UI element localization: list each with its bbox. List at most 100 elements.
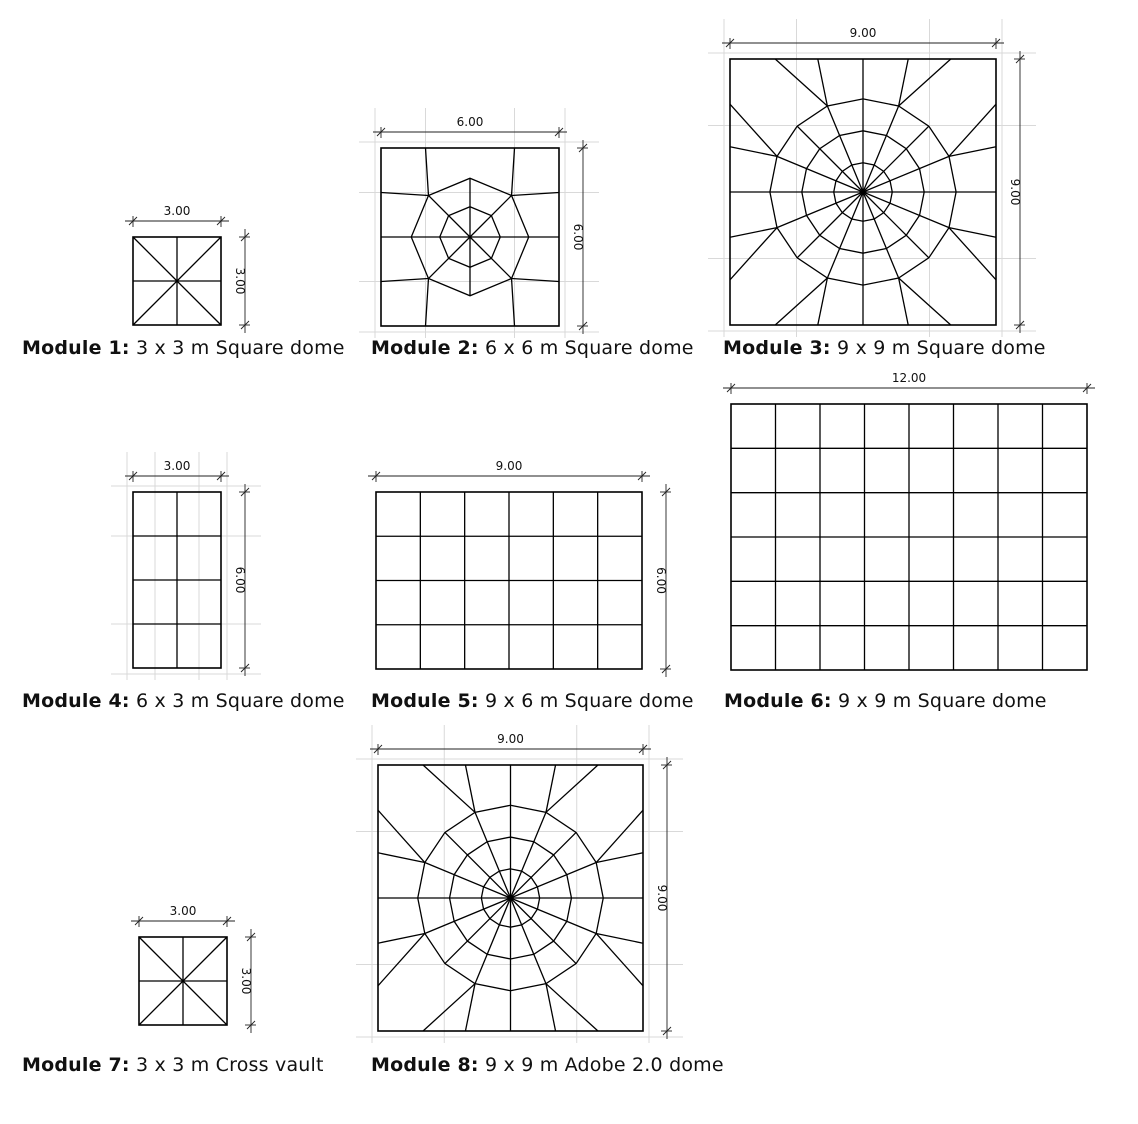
radial-rib [469,236,512,279]
module-4-caption: Module 4: 6 x 3 m Square dome [22,690,345,712]
module-3-plan: 9.00 9.00 [708,19,1036,337]
module-5-description: 9 x 6 m Square dome [484,690,694,712]
module-outline [730,403,1088,671]
height-dimension-label: 9.00 [1008,179,1022,206]
ring-polygon [801,130,925,254]
radial-rib [776,191,864,229]
module-4-description: 6 x 3 m Square dome [135,690,345,712]
radial-rib [510,897,597,935]
radial-rib [428,195,471,238]
radial-rib [510,897,577,965]
radial-rib [826,105,864,193]
module-7-plan: 3.00 3.00 [131,904,256,1033]
radial-rib [826,191,864,279]
module-1-plan: 3.00 3.00 [125,204,250,333]
module-1-label: Module 1: [22,337,130,359]
radial-rib [444,831,511,899]
module-2-description: 6 x 6 m Square dome [484,337,694,359]
outer-rib [422,983,476,1032]
outer-rib [424,278,430,327]
height-dimension-label: 3.00 [233,268,247,295]
construction-guides [356,725,683,1043]
outer-rib [817,58,829,107]
module-5-label: Module 5: [371,690,479,712]
module-3-caption: Module 3: 9 x 9 m Square dome [723,337,1046,359]
outer-rib [817,277,829,326]
module-7-label: Module 7: [22,1054,130,1076]
outer-rib [595,933,644,987]
module-2-plan: 6.00 6.00 [359,108,599,338]
outer-rib [948,146,997,158]
outer-rib [464,764,476,813]
module-outline [132,491,222,669]
module-4-plan: 3.00 6.00 [111,452,261,680]
outer-rib [545,983,557,1032]
width-dimension-label: 3.00 [170,904,197,918]
module-8-description: 9 x 9 m Adobe 2.0 dome [484,1054,724,1076]
outer-rib [377,932,425,944]
radial-rib [444,897,511,965]
construction-guides [359,108,599,338]
radial-rib [509,812,547,899]
outer-rib [424,147,430,196]
outer-rib [897,277,909,326]
radial-rib [862,191,930,259]
outer-rib [729,103,778,157]
outer-rib [596,932,644,944]
module-outline [138,936,228,1026]
ring-polygon [410,177,530,297]
radial-rib [862,155,950,193]
ring-polygon [439,206,501,268]
outer-rib [729,226,778,238]
module-6-description: 9 x 9 m Square dome [837,690,1047,712]
outer-rib [380,191,429,197]
module-outline [380,147,560,327]
width-dimension-label: 6.00 [457,115,484,129]
radial-rib [474,897,512,984]
outer-rib [596,852,644,864]
outer-rib [545,983,599,1032]
ring-polygon [480,868,541,928]
outer-rib [422,764,476,813]
module-5-plan: 9.00 6.00 [368,459,671,677]
module-2-caption: Module 2: 6 x 6 m Square dome [371,337,694,359]
module-8-caption: Module 8: 9 x 9 m Adobe 2.0 dome [371,1054,724,1076]
width-dimension-label: 12.00 [892,371,926,385]
outer-rib [511,277,560,283]
outer-rib [774,277,828,326]
outer-rib [948,227,997,281]
width-dimension-label: 9.00 [850,26,877,40]
ring-polygon [833,162,893,222]
outer-rib [510,278,516,327]
outer-rib [729,146,778,158]
module-6-label: Module 6: [724,690,832,712]
radial-rib [469,195,512,238]
outer-rib [464,983,476,1032]
module-3-label: Module 3: [723,337,831,359]
radial-rib [509,897,547,984]
outer-rib [948,226,997,238]
radial-rib [510,831,577,899]
ring-polygon [448,836,573,960]
height-dimension-label: 6.00 [233,567,247,594]
radial-rib [424,861,511,899]
module-1-description: 3 x 3 m Square dome [135,337,345,359]
outer-rib [511,191,560,197]
outer-rib [545,764,557,813]
outer-rib [595,809,644,863]
radial-rib [862,105,900,193]
module-6-plan: 12.00 [723,371,1095,671]
module-outline [377,764,644,1032]
width-dimension-label: 9.00 [496,459,523,473]
outer-rib [377,852,425,864]
module-6-caption: Module 6: 9 x 9 m Square dome [724,690,1047,712]
module-7-description: 3 x 3 m Cross vault [135,1054,324,1076]
radial-rib [862,191,950,229]
outer-rib [897,58,909,107]
module-outline [375,491,643,670]
radial-rib [424,897,511,935]
outer-rib [510,147,516,196]
module-3-description: 9 x 9 m Square dome [836,337,1046,359]
radial-rib [796,191,864,259]
